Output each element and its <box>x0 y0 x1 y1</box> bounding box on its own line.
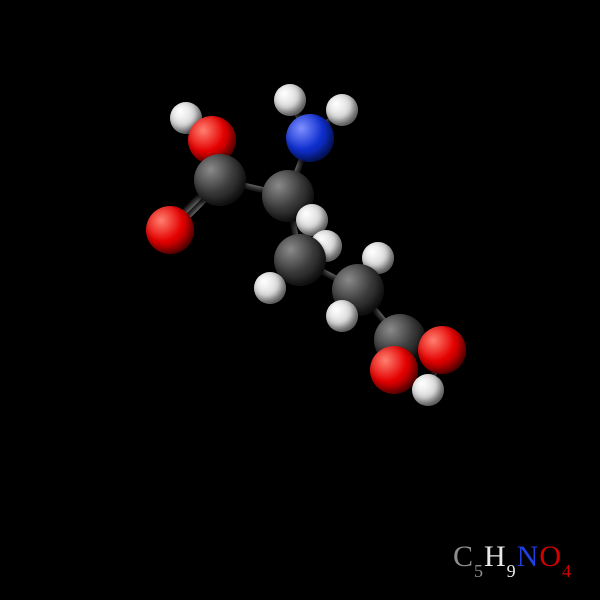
atom-o <box>370 346 418 394</box>
atom-h <box>274 84 306 116</box>
atom-o <box>146 206 194 254</box>
formula-element: H <box>484 540 507 573</box>
atom-n <box>286 114 334 162</box>
atom-o <box>418 326 466 374</box>
formula-element: N <box>517 540 540 573</box>
chemical-formula: C5H9NO4 <box>453 540 572 578</box>
molecule-diagram <box>0 0 600 600</box>
formula-element: C <box>453 540 474 573</box>
formula-subscript: 5 <box>474 561 484 581</box>
formula-element: O <box>539 540 562 573</box>
atom-c <box>194 154 246 206</box>
atom-h <box>254 272 286 304</box>
atom-h <box>412 374 444 406</box>
formula-subscript: 4 <box>562 561 572 581</box>
atom-h <box>326 94 358 126</box>
formula-subscript: 9 <box>507 561 517 581</box>
atom-h <box>326 300 358 332</box>
